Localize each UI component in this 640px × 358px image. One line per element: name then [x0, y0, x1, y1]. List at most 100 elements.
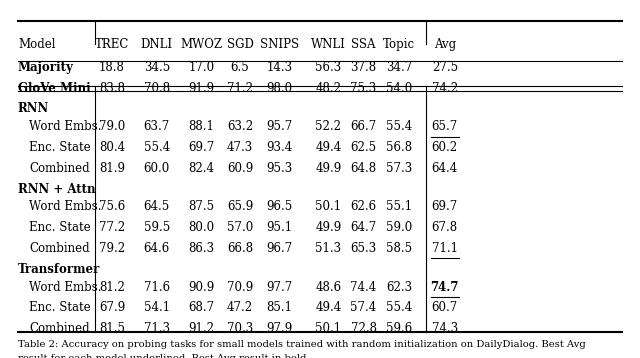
Text: WNLI: WNLI — [311, 38, 346, 50]
Text: 71.6: 71.6 — [144, 281, 170, 294]
Text: 64.4: 64.4 — [431, 162, 458, 175]
Text: Transformer: Transformer — [18, 263, 100, 276]
Text: RNN + Attn: RNN + Attn — [18, 183, 95, 195]
Text: DNLI: DNLI — [141, 38, 173, 50]
Text: 70.3: 70.3 — [227, 322, 253, 335]
Text: 66.7: 66.7 — [350, 120, 377, 133]
Text: 18.8: 18.8 — [99, 61, 125, 74]
Text: 6.5: 6.5 — [230, 61, 250, 74]
Text: 74.4: 74.4 — [350, 281, 377, 294]
Text: 98.0: 98.0 — [267, 82, 292, 95]
Text: 95.1: 95.1 — [267, 221, 292, 234]
Text: 70.8: 70.8 — [144, 82, 170, 95]
Text: 82.4: 82.4 — [189, 162, 214, 175]
Text: 49.4: 49.4 — [315, 141, 342, 154]
Text: result for each model underlined. Best Avg result in bold.: result for each model underlined. Best A… — [18, 354, 309, 358]
Text: 58.5: 58.5 — [387, 242, 412, 255]
Text: 49.9: 49.9 — [315, 221, 342, 234]
Text: 74.3: 74.3 — [431, 322, 458, 335]
Text: 95.3: 95.3 — [266, 162, 293, 175]
Text: 55.4: 55.4 — [386, 120, 413, 133]
Text: 96.5: 96.5 — [266, 200, 293, 213]
Text: 14.3: 14.3 — [267, 61, 292, 74]
Text: 67.9: 67.9 — [99, 301, 125, 314]
Text: 77.2: 77.2 — [99, 221, 125, 234]
Text: 64.7: 64.7 — [350, 221, 377, 234]
Text: 59.6: 59.6 — [386, 322, 413, 335]
Text: Table 2: Accuracy on probing tasks for small models trained with random initiali: Table 2: Accuracy on probing tasks for s… — [18, 340, 586, 349]
Text: Avg: Avg — [434, 38, 456, 50]
Text: Word Embs.: Word Embs. — [29, 200, 102, 213]
Text: 70.9: 70.9 — [227, 281, 253, 294]
Text: 74.7: 74.7 — [431, 281, 459, 294]
Text: 83.8: 83.8 — [99, 82, 125, 95]
Text: Enc. State: Enc. State — [29, 301, 91, 314]
Text: 67.8: 67.8 — [432, 221, 458, 234]
Text: 50.1: 50.1 — [316, 200, 341, 213]
Text: SGD: SGD — [227, 38, 253, 50]
Text: 75.6: 75.6 — [99, 200, 125, 213]
Text: 51.3: 51.3 — [316, 242, 341, 255]
Text: 60.9: 60.9 — [227, 162, 253, 175]
Text: 54.1: 54.1 — [144, 301, 170, 314]
Text: 65.9: 65.9 — [227, 200, 253, 213]
Text: 91.2: 91.2 — [189, 322, 214, 335]
Text: 91.9: 91.9 — [189, 82, 214, 95]
Text: 57.4: 57.4 — [350, 301, 377, 314]
Text: GloVe Mini: GloVe Mini — [18, 82, 91, 95]
Text: 97.9: 97.9 — [266, 322, 293, 335]
Text: 75.3: 75.3 — [350, 82, 377, 95]
Text: 47.2: 47.2 — [227, 301, 253, 314]
Text: 95.7: 95.7 — [266, 120, 293, 133]
Text: 37.8: 37.8 — [351, 61, 376, 74]
Text: 62.6: 62.6 — [351, 200, 376, 213]
Text: 66.8: 66.8 — [227, 242, 253, 255]
Text: 87.5: 87.5 — [189, 200, 214, 213]
Text: 74.2: 74.2 — [432, 82, 458, 95]
Text: 48.2: 48.2 — [316, 82, 341, 95]
Text: Topic: Topic — [383, 38, 415, 50]
Text: 65.3: 65.3 — [350, 242, 377, 255]
Text: 52.2: 52.2 — [316, 120, 341, 133]
Text: 62.3: 62.3 — [387, 281, 412, 294]
Text: 63.7: 63.7 — [143, 120, 170, 133]
Text: 71.3: 71.3 — [144, 322, 170, 335]
Text: 60.0: 60.0 — [143, 162, 170, 175]
Text: Word Embs.: Word Embs. — [29, 281, 102, 294]
Text: 34.7: 34.7 — [386, 61, 413, 74]
Text: 96.7: 96.7 — [266, 242, 293, 255]
Text: 55.4: 55.4 — [386, 301, 413, 314]
Text: MWOZ: MWOZ — [180, 38, 223, 50]
Text: 64.5: 64.5 — [143, 200, 170, 213]
Text: 69.7: 69.7 — [431, 200, 458, 213]
Text: 79.0: 79.0 — [99, 120, 125, 133]
Text: 64.6: 64.6 — [143, 242, 170, 255]
Text: 56.3: 56.3 — [315, 61, 342, 74]
Text: 90.9: 90.9 — [188, 281, 215, 294]
Text: 17.0: 17.0 — [189, 61, 214, 74]
Text: 71.1: 71.1 — [432, 242, 458, 255]
Text: Enc. State: Enc. State — [29, 141, 91, 154]
Text: 59.0: 59.0 — [386, 221, 413, 234]
Text: Combined: Combined — [29, 242, 90, 255]
Text: 60.2: 60.2 — [432, 141, 458, 154]
Text: Combined: Combined — [29, 322, 90, 335]
Text: Combined: Combined — [29, 162, 90, 175]
Text: 55.4: 55.4 — [143, 141, 170, 154]
Text: 72.8: 72.8 — [351, 322, 376, 335]
Text: 49.9: 49.9 — [315, 162, 342, 175]
Text: 50.1: 50.1 — [316, 322, 341, 335]
Text: RNN: RNN — [18, 102, 49, 115]
Text: SNIPS: SNIPS — [260, 38, 300, 50]
Text: 64.8: 64.8 — [351, 162, 376, 175]
Text: 34.5: 34.5 — [143, 61, 170, 74]
Text: 81.9: 81.9 — [99, 162, 125, 175]
Text: 93.4: 93.4 — [266, 141, 293, 154]
Text: 65.7: 65.7 — [431, 120, 458, 133]
Text: 86.3: 86.3 — [189, 242, 214, 255]
Text: Majority: Majority — [18, 61, 74, 74]
Text: 81.2: 81.2 — [99, 281, 125, 294]
Text: 62.5: 62.5 — [351, 141, 376, 154]
Text: 49.4: 49.4 — [315, 301, 342, 314]
Text: 57.0: 57.0 — [227, 221, 253, 234]
